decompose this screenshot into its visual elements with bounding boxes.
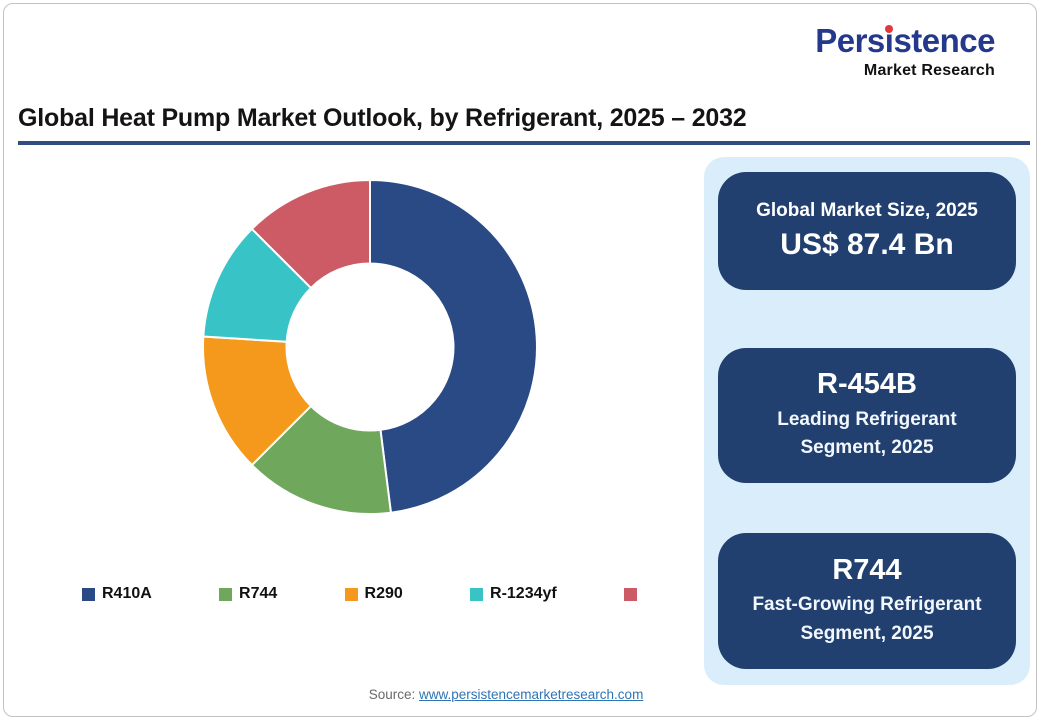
legend-swatch-r290 [344,587,358,601]
donut-slice-unlabeled [250,178,371,290]
logo-brand-prefix: Pers [815,22,885,59]
legend-label-r410a: R410A [102,585,152,602]
legend-item-r290: R290 [344,585,403,603]
legend-label-r1234yf: R-1234yf [490,585,557,602]
source-label: Source: [368,687,416,702]
logo-subtitle: Market Research [863,62,995,79]
logo-brand-text: Persistence [815,24,995,57]
legend-swatch-r1234yf [470,587,484,601]
donut-slice-R744 [250,404,393,515]
highlight-panel: Global Market Size, 2025 US$ 87.4 Bn R-4… [704,157,1030,685]
stat-card-market-size: Global Market Size, 2025 US$ 87.4 Bn [718,172,1016,290]
chart-legend: R410A R744 R290 R-1234yf [82,585,644,603]
leading-segment-caption: Leading Refrigerant Segment, 2025 [777,408,957,459]
legend-swatch-r744 [219,587,233,601]
donut-chart [202,178,538,515]
fast-growing-segment-name: R744 [832,553,902,586]
pmr-logo: Persistence Market Research [815,24,995,79]
legend-item-unlabeled [623,587,644,601]
legend-label-r290: R290 [364,585,403,602]
legend-item-r410a: R410A [82,585,152,603]
legend-swatch-unlabeled [623,587,637,601]
donut-slice-R410A [369,178,538,514]
donut-chart-area [180,157,560,537]
legend-item-r744: R744 [219,585,277,603]
legend-swatch-r410a [82,587,95,601]
stat-card-leading-segment: R-454B Leading Refrigerant Segment, 2025 [718,348,1016,483]
page-title: Global Heat Pump Market Outlook, by Refr… [18,104,747,132]
source-link[interactable]: www.persistencemarketresearch.com [418,687,644,702]
source-line: Source: www.persistencemarketresearch.co… [0,687,1012,702]
market-size-value: US$ 87.4 Bn [780,227,954,261]
legend-item-r1234yf: R-1234yf [470,585,557,603]
logo-red-dot-i: i [884,22,894,59]
fast-growing-segment-caption: Fast-Growing Refrigerant Segment, 2025 [752,594,982,644]
logo-brand-suffix: stence [893,22,995,59]
leading-segment-name: R-454B [817,368,917,401]
title-underline [18,141,1030,145]
market-size-heading: Global Market Size, 2025 [756,200,978,222]
legend-label-r744: R744 [239,585,278,602]
stat-card-fast-growing-segment: R744 Fast-Growing Refrigerant Segment, 2… [718,533,1016,669]
